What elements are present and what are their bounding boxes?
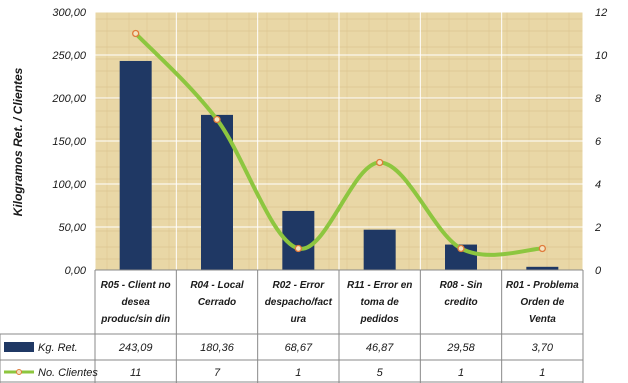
data-table: R05 - Client no desea produc/sin din R04 - … [0, 269, 584, 383]
right-tick-label: 8 [595, 93, 602, 105]
line-point [457, 244, 465, 253]
bar-series [119, 60, 559, 271]
kg-value: 29,58 [446, 342, 475, 354]
category-label: R04 - Local Cerrado [190, 280, 244, 308]
left-tick-label: 250,00 [51, 50, 87, 62]
clientes-value: 7 [214, 367, 221, 379]
clientes-value: 11 [130, 367, 141, 379]
clientes-value: 5 [377, 367, 384, 379]
bar [201, 114, 233, 270]
left-tick-label: 150,00 [52, 136, 87, 148]
clientes-value: 1 [539, 367, 545, 379]
right-axis: 0 2 4 6 8 10 12 [594, 7, 608, 277]
right-tick-label: 2 [594, 222, 601, 234]
left-axis: 0,00 50,00 100,00 150,00 200,00 250,00 300,00 [51, 7, 87, 277]
kg-value: 68,67 [285, 342, 313, 354]
grid-lines [94, 11, 584, 271]
left-tick-label: 200,00 [51, 93, 87, 105]
line-point [376, 158, 384, 167]
legend-label-kg: Kg. Ret. [38, 342, 78, 354]
kg-value: 3,70 [532, 342, 554, 354]
kg-value: 46,87 [366, 342, 394, 354]
left-tick-label: 300,00 [52, 7, 87, 19]
left-tick-label: 100,00 [52, 179, 87, 191]
line-point [538, 244, 546, 253]
clientes-value: 1 [458, 367, 464, 379]
category-label: R01 - Problema Orden de Venta [506, 280, 579, 325]
category-label: R05 - Client no desea produc/sin din [100, 280, 170, 325]
line-series [132, 29, 546, 257]
legend-key-bar [4, 342, 34, 352]
line-point [132, 29, 140, 38]
bar [363, 229, 396, 270]
legend-label-clientes: No. Clientes [38, 367, 98, 379]
left-tick-label: 50,00 [58, 222, 86, 234]
left-tick-label: 0,00 [65, 265, 87, 277]
right-tick-label: 0 [595, 265, 602, 277]
category-label: R11 - Error en toma de pedidos [347, 280, 412, 325]
line-point [294, 244, 302, 253]
y-axis-label: Kilogramos Ret. / Clientes [11, 67, 25, 216]
bar [526, 266, 559, 270]
category-label: R02 - Error despacho/fact ura [265, 280, 333, 325]
right-tick-label: 6 [595, 136, 602, 148]
category-label: R08 - Sin credito [440, 280, 483, 308]
kg-value: 180,36 [200, 342, 235, 354]
bar [119, 60, 152, 271]
right-tick-label: 12 [595, 7, 607, 19]
legend-key-marker [16, 369, 22, 375]
right-tick-label: 10 [595, 50, 608, 62]
line-point [213, 115, 221, 124]
right-tick-label: 4 [595, 179, 601, 191]
kg-value: 243,09 [118, 342, 153, 354]
clientes-value: 1 [295, 367, 301, 379]
